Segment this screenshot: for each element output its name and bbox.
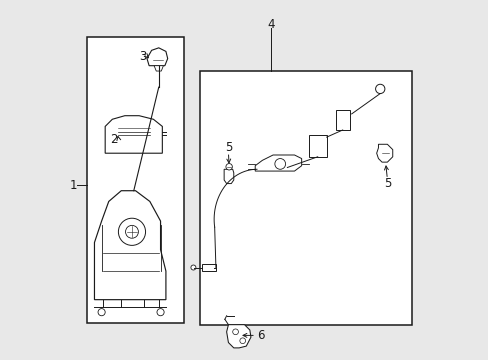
Polygon shape (94, 191, 165, 300)
Bar (200, 71, 411, 325)
Polygon shape (376, 144, 392, 162)
Text: 5: 5 (383, 177, 390, 190)
Text: 1: 1 (69, 179, 77, 192)
Circle shape (375, 84, 384, 94)
Text: 6: 6 (256, 329, 264, 342)
Text: 2: 2 (110, 134, 118, 147)
Bar (87, 37, 183, 323)
Circle shape (157, 309, 164, 316)
Polygon shape (224, 169, 233, 184)
Text: 5: 5 (224, 141, 232, 154)
Text: 3: 3 (139, 50, 146, 63)
Text: 4: 4 (267, 18, 274, 31)
Circle shape (190, 265, 196, 270)
Polygon shape (105, 116, 162, 153)
Polygon shape (255, 155, 301, 171)
Bar (335, 111, 349, 130)
Polygon shape (147, 48, 167, 66)
Circle shape (125, 225, 138, 238)
Circle shape (98, 309, 105, 316)
Bar (308, 135, 326, 157)
Circle shape (232, 329, 238, 335)
Circle shape (118, 218, 145, 246)
Circle shape (225, 163, 232, 170)
Bar (201, 264, 216, 271)
Polygon shape (154, 66, 163, 71)
Circle shape (274, 158, 285, 169)
Circle shape (240, 338, 245, 343)
Polygon shape (226, 325, 250, 348)
